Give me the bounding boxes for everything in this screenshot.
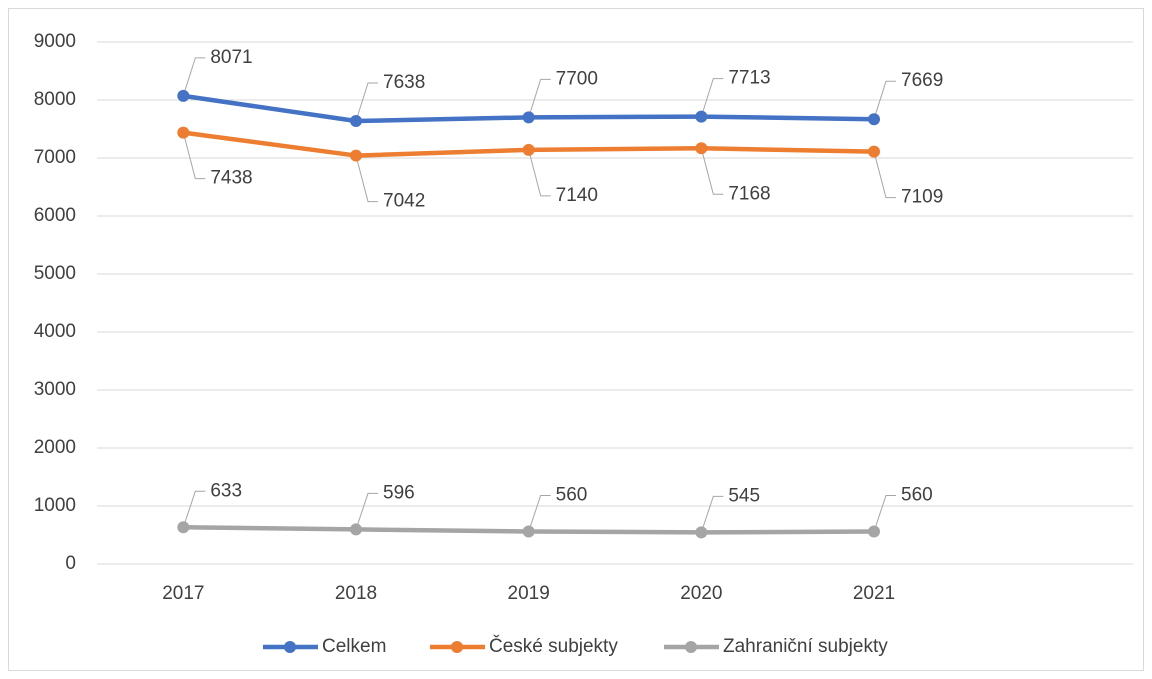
legend-marker (685, 641, 697, 653)
leader-line (528, 149, 551, 197)
data-label: 560 (556, 485, 588, 506)
data-label: 7042 (383, 191, 425, 212)
point (350, 114, 362, 127)
x-tick-label: 2018 (335, 583, 377, 604)
legend-marker (284, 641, 296, 653)
data-label: 7168 (728, 183, 770, 204)
data-label: 596 (383, 482, 415, 503)
point (350, 523, 362, 536)
chart-frame (8, 8, 1144, 671)
data-label: 545 (728, 485, 760, 506)
data-label: 7713 (728, 68, 770, 89)
leader-line (355, 82, 378, 122)
point (350, 149, 362, 162)
point (695, 110, 708, 123)
data-label: 7669 (901, 70, 943, 91)
data-label: 7140 (556, 185, 598, 206)
point (868, 525, 880, 538)
point (695, 142, 708, 155)
y-tick-label: 4000 (34, 321, 76, 342)
data-label: 7438 (210, 168, 252, 189)
leader-line (182, 490, 206, 528)
leader-line (873, 80, 896, 120)
leader-line (528, 78, 551, 118)
leader-line (355, 155, 378, 203)
leader-line (873, 151, 896, 199)
legend-label: České subjekty (489, 635, 618, 657)
data-label: 7638 (383, 72, 425, 93)
point (177, 89, 190, 102)
legend-marker (451, 641, 463, 653)
leader-line (182, 132, 206, 180)
legend-label: Zahraniční subjekty (723, 636, 888, 657)
point (695, 526, 708, 539)
y-tick-label: 5000 (34, 263, 76, 284)
y-tick-label: 9000 (34, 31, 76, 52)
y-tick-label: 0 (65, 553, 76, 574)
y-tick-label: 7000 (34, 147, 76, 168)
leader-line (182, 57, 206, 97)
leader-line (700, 78, 724, 117)
x-tick-label: 2020 (680, 583, 722, 604)
leader-line (700, 148, 724, 195)
point (522, 143, 535, 156)
point (177, 126, 190, 139)
legend-label: Celkem (322, 636, 386, 657)
x-tick-label: 2021 (853, 583, 895, 604)
y-tick-label: 6000 (34, 205, 76, 226)
point (868, 113, 880, 126)
point (868, 145, 880, 158)
data-label: 633 (210, 480, 242, 501)
y-tick-label: 8000 (34, 89, 76, 110)
leader-line (528, 495, 551, 532)
point (522, 525, 535, 538)
data-label: 8071 (210, 47, 252, 68)
y-tick-label: 3000 (34, 379, 76, 400)
y-tick-label: 2000 (34, 437, 76, 458)
x-tick-label: 2019 (508, 583, 550, 604)
data-label: 7700 (556, 68, 598, 89)
y-tick-label: 1000 (34, 495, 76, 516)
point (522, 111, 535, 124)
data-label: 7109 (901, 187, 943, 208)
leader-line (873, 495, 896, 532)
point (177, 521, 190, 534)
leader-line (355, 492, 378, 530)
x-tick-label: 2017 (162, 583, 204, 604)
leader-line (700, 495, 724, 533)
data-label: 560 (901, 485, 933, 506)
